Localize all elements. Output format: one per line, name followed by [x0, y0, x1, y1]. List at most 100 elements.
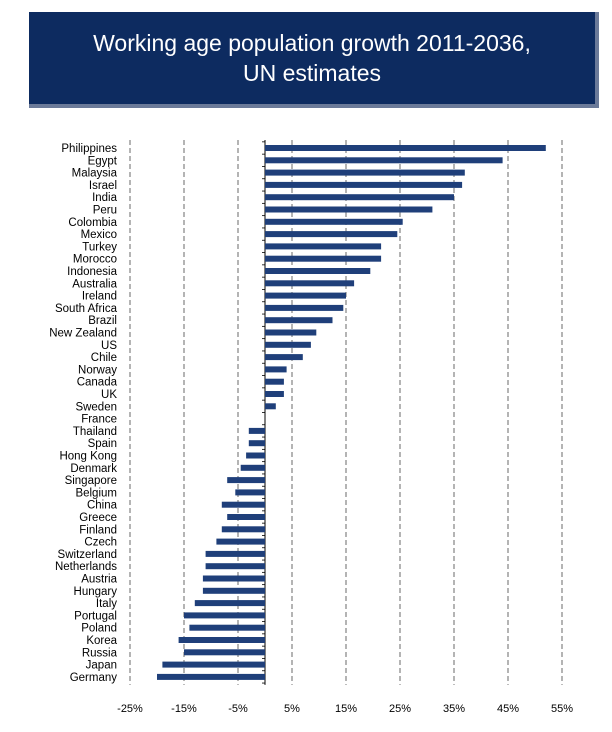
category-label: Israel — [89, 180, 117, 192]
bar — [265, 206, 433, 213]
category-label: Chile — [91, 352, 117, 364]
bar — [265, 145, 546, 151]
bar — [265, 341, 311, 348]
category-label: Austria — [81, 574, 117, 586]
bar — [189, 624, 265, 631]
bar — [202, 575, 265, 582]
category-label: Thailand — [73, 426, 117, 438]
bar — [265, 243, 382, 250]
bar — [265, 317, 333, 324]
category-label: Hong Kong — [59, 451, 117, 463]
category-label: Peru — [93, 205, 117, 217]
bar — [265, 181, 463, 188]
bar — [265, 292, 346, 299]
bar — [265, 218, 403, 225]
category-label: Malaysia — [72, 168, 118, 180]
bar — [178, 637, 265, 643]
x-tick-label: 15% — [335, 703, 357, 715]
x-tick-label: -5% — [228, 703, 248, 715]
bar — [265, 403, 276, 410]
category-label: Canada — [77, 377, 118, 389]
bar — [240, 464, 265, 471]
x-tick-label: -15% — [171, 703, 197, 715]
bar — [265, 366, 287, 373]
category-label: Sweden — [75, 401, 117, 413]
x-tick-label: 5% — [284, 703, 300, 715]
bar — [265, 231, 398, 238]
category-label: Switzerland — [58, 549, 117, 561]
bar — [265, 194, 454, 201]
bar — [265, 268, 371, 274]
category-label: Italy — [96, 598, 117, 610]
bar — [216, 538, 265, 545]
category-label: Philippines — [61, 143, 117, 155]
category-label: Ireland — [82, 291, 117, 303]
bar — [265, 391, 284, 397]
x-tick-label: 35% — [443, 703, 465, 715]
category-label: Australia — [72, 278, 117, 290]
category-label: Colombia — [68, 217, 117, 229]
bar — [248, 427, 265, 434]
category-label: Netherlands — [55, 561, 117, 573]
category-label: Indonesia — [67, 266, 117, 278]
bar — [246, 452, 265, 459]
bar — [265, 329, 317, 336]
category-label: US — [101, 340, 117, 352]
bar — [202, 587, 265, 594]
bar — [184, 649, 265, 656]
chart-title-line-2: UN estimates — [242, 60, 382, 86]
bar — [265, 304, 344, 311]
category-label: Korea — [86, 635, 117, 647]
bar — [221, 501, 265, 508]
bar — [265, 157, 503, 164]
bar — [227, 477, 265, 484]
category-label: Egypt — [88, 155, 118, 167]
category-label: Turkey — [82, 241, 117, 253]
category-label: Morocco — [73, 254, 117, 266]
bar — [265, 255, 382, 262]
category-label: Czech — [84, 537, 117, 549]
category-label: Singapore — [65, 475, 117, 487]
bar — [265, 280, 355, 287]
bar — [265, 354, 303, 361]
category-label: Belgium — [75, 487, 117, 499]
category-label: South Africa — [55, 303, 118, 315]
x-tick-label: 45% — [497, 703, 519, 715]
bar — [265, 378, 284, 385]
category-label: India — [92, 192, 118, 204]
bar — [205, 550, 265, 557]
bar — [194, 600, 265, 607]
category-label: Denmark — [70, 463, 117, 475]
bar — [157, 673, 265, 680]
chart-title-banner: Working age population growth 2011-2036,… — [29, 12, 599, 108]
category-label: New Zealand — [49, 328, 117, 340]
category-label: Spain — [88, 438, 117, 450]
category-label: Finland — [79, 524, 117, 536]
category-label: Greece — [79, 512, 117, 524]
x-tick-label: -25% — [117, 703, 143, 715]
category-label: China — [87, 500, 118, 512]
bar — [227, 514, 265, 520]
bar — [184, 612, 265, 619]
bar — [248, 440, 265, 447]
bar — [221, 526, 265, 533]
bar — [235, 489, 265, 496]
x-tick-label: 25% — [389, 703, 411, 715]
category-label: Brazil — [88, 315, 117, 327]
category-label: Norway — [78, 364, 117, 376]
category-label: UK — [101, 389, 117, 401]
category-label: Hungary — [74, 586, 118, 598]
category-label: Russia — [82, 647, 118, 659]
x-tick-label: 55% — [551, 703, 573, 715]
category-label: Germany — [70, 672, 118, 684]
bar — [265, 169, 465, 176]
category-label: Poland — [81, 623, 117, 635]
category-label: Portugal — [74, 610, 117, 622]
category-label: Japan — [86, 660, 117, 672]
bar — [162, 661, 265, 668]
chart-title-line-1: Working age population growth 2011-2036, — [93, 30, 531, 56]
category-label: Mexico — [81, 229, 117, 241]
bar — [205, 563, 265, 570]
category-label: France — [81, 414, 117, 426]
